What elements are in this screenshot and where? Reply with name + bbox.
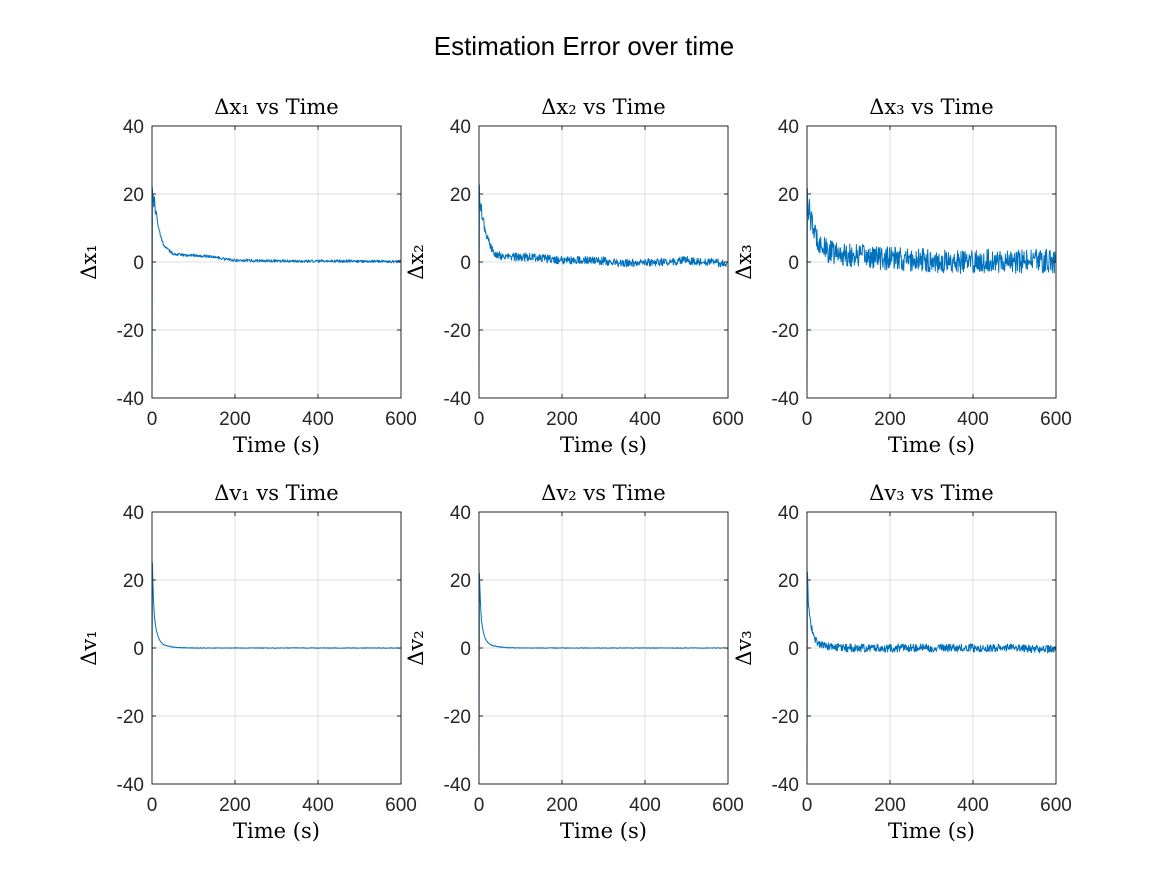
x-tick-label: 400 [302,795,334,816]
x-tick-label: 400 [629,409,661,430]
y-tick-label: 20 [123,571,144,592]
y-tick-label: 20 [450,571,471,592]
y-tick-label: -40 [772,775,799,796]
subplot-title: Δx₃ vs Time [869,95,993,119]
x-tick-label: 0 [147,795,158,816]
y-tick-label: 40 [450,503,471,524]
x-tick-label: 200 [546,795,578,816]
y-tick-label: -20 [444,321,471,342]
y-tick-label: 20 [450,185,471,206]
y-tick-label: -20 [117,321,144,342]
y-tick-label: -20 [772,707,799,728]
x-axis-label: Time (s) [560,819,647,843]
x-tick-label: 200 [219,795,251,816]
subplot-title: Δv₃ vs Time [869,481,994,505]
subplot-6: 0 200 400 600 -40 -20 0 20 40 Δv₃ vs Time Time (s)… [732,481,1072,843]
x-tick-label: 0 [474,409,485,430]
y-axis-label: Δv₂ [404,630,428,665]
x-tick-label: 200 [874,409,906,430]
y-axis-label: Δv₁ [77,630,101,665]
y-axis-label: Δv₃ [732,630,756,665]
y-tick-label: 40 [778,117,799,138]
x-tick-label: 400 [957,795,989,816]
subplot-4: 0 200 400 600 -40 -20 0 20 40 Δv₁ vs Time Time (s)… [77,481,417,843]
y-tick-label: -40 [117,389,144,410]
y-tick-label: 20 [778,571,799,592]
subplot-5: 0 200 400 600 -40 -20 0 20 40 Δv₂ vs Time Time (s)… [404,481,744,843]
y-axis-label: Δx₂ [404,244,428,279]
subplot-title: Δx₁ vs Time [214,95,338,119]
y-tick-label: -40 [444,389,471,410]
x-tick-label: 600 [712,795,744,816]
y-tick-label: 40 [778,503,799,524]
x-tick-label: 200 [219,409,251,430]
series-line [806,188,1057,399]
x-axis-label: Time (s) [888,433,975,457]
x-tick-label: 200 [546,409,578,430]
y-tick-label: 0 [133,639,144,660]
subplot-1: 0 200 400 600 -40 -20 0 20 40 Δx₁ vs Time Time (s)… [77,95,417,457]
x-tick-label: 600 [1040,409,1072,430]
x-tick-label: 600 [385,795,417,816]
x-axis-label: Time (s) [233,433,320,457]
y-tick-label: -40 [444,775,471,796]
figure-title: Estimation Error over time [434,31,735,61]
series-line [806,571,1057,785]
subplot-title: Δv₂ vs Time [541,481,666,505]
subplot-title: Δx₂ vs Time [541,95,665,119]
subplot-title: Δv₁ vs Time [214,481,339,505]
x-tick-label: 0 [802,795,813,816]
y-tick-label: -20 [117,707,144,728]
x-tick-label: 200 [874,795,906,816]
x-tick-label: 600 [712,409,744,430]
x-axis-label: Time (s) [560,433,647,457]
y-tick-label: 40 [450,117,471,138]
y-tick-label: 40 [123,117,144,138]
subplot-3: 0 200 400 600 -40 -20 0 20 40 Δx₃ vs Time Time (s)… [732,95,1072,457]
subplot-2: 0 200 400 600 -40 -20 0 20 40 Δx₂ vs Time Time (s)… [404,95,744,457]
y-tick-label: 0 [133,253,144,274]
x-axis-label: Time (s) [233,819,320,843]
y-tick-label: -40 [117,775,144,796]
x-tick-label: 0 [147,409,158,430]
series-line [478,572,729,768]
x-tick-label: 600 [385,409,417,430]
x-tick-label: 400 [302,409,334,430]
y-tick-label: 0 [788,253,799,274]
y-tick-label: 0 [460,253,471,274]
x-tick-label: 0 [474,795,485,816]
y-tick-label: -20 [772,321,799,342]
y-axis-label: Δx₃ [732,244,756,279]
y-tick-label: 40 [123,503,144,524]
x-tick-label: 400 [957,409,989,430]
x-tick-label: 600 [1040,795,1072,816]
y-tick-label: 0 [788,639,799,660]
y-tick-label: 20 [123,185,144,206]
y-tick-label: -20 [444,707,471,728]
x-tick-label: 0 [802,409,813,430]
series-line [478,184,729,382]
x-tick-label: 400 [629,795,661,816]
y-tick-label: 0 [460,639,471,660]
series-line [151,187,402,399]
series-line [151,562,402,717]
y-tick-label: 20 [778,185,799,206]
x-axis-label: Time (s) [888,819,975,843]
y-axis-label: Δx₁ [77,244,101,279]
y-tick-label: -40 [772,389,799,410]
